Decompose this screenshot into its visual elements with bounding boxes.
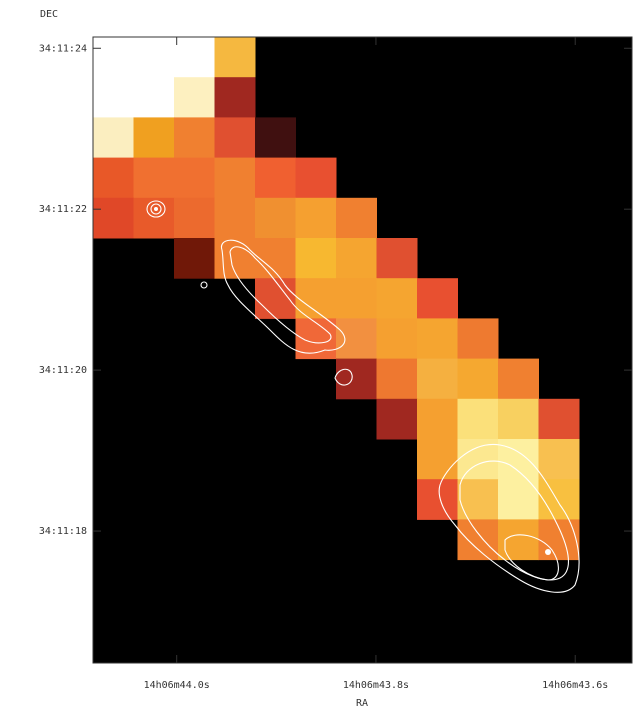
pixel — [498, 358, 539, 400]
pixel — [214, 37, 256, 78]
pixel — [376, 278, 418, 319]
pixel — [457, 358, 499, 400]
pixel — [214, 77, 256, 118]
pixel — [133, 37, 175, 78]
pixel — [417, 398, 458, 440]
pixel — [174, 197, 215, 239]
pixel — [174, 238, 215, 279]
pixel — [538, 439, 580, 480]
pixel — [457, 479, 499, 520]
pixel — [93, 77, 134, 118]
pixel — [174, 37, 215, 78]
y-tick-label: 34:11:18 — [39, 526, 87, 537]
pixel — [93, 117, 134, 159]
pixel — [336, 238, 377, 279]
contour — [146, 200, 166, 218]
pixel — [538, 398, 580, 440]
contour — [221, 239, 346, 354]
contour — [334, 368, 353, 386]
pixel — [498, 479, 539, 520]
contour — [504, 534, 559, 581]
contour — [150, 203, 162, 215]
y-axis-label: DEC — [40, 9, 58, 20]
pixel — [255, 278, 296, 319]
pixel — [133, 77, 175, 118]
pixel — [336, 358, 377, 400]
pixel — [214, 157, 256, 199]
plot-frame — [92, 36, 633, 664]
x-tick-label: 14h06m43.6s — [542, 680, 608, 691]
pixel — [376, 358, 418, 400]
pixel — [498, 398, 539, 440]
pixel — [295, 157, 337, 199]
pixel — [133, 117, 175, 159]
pixel — [336, 318, 377, 360]
pixel — [417, 278, 458, 319]
pixel — [255, 157, 296, 199]
pixel — [376, 238, 418, 279]
contour — [154, 207, 158, 211]
pixel — [457, 398, 499, 440]
pixel — [417, 358, 458, 400]
contour — [545, 549, 551, 555]
pixel — [457, 519, 499, 561]
pixel — [498, 519, 539, 561]
pixel — [538, 479, 580, 520]
x-axis-label: RA — [356, 698, 368, 709]
pixel — [336, 197, 377, 239]
pixel — [336, 278, 377, 319]
pixel — [174, 117, 215, 159]
pixel — [93, 37, 134, 78]
pixel — [457, 318, 499, 360]
pixel — [255, 197, 296, 239]
pixel — [174, 157, 215, 199]
pixel — [93, 197, 134, 239]
pixel — [376, 398, 418, 440]
x-tick-label: 14h06m44.0s — [144, 680, 210, 691]
pixel — [417, 439, 458, 480]
contours — [146, 200, 580, 593]
pixel-map — [93, 37, 580, 561]
pixel — [417, 318, 458, 360]
contour — [229, 246, 332, 344]
y-tick-label: 34:11:22 — [39, 204, 87, 215]
pixel — [255, 117, 296, 159]
pixel — [295, 238, 337, 279]
pixel — [133, 157, 175, 199]
pixel — [417, 479, 458, 520]
pixel — [498, 439, 539, 480]
pixel — [295, 197, 337, 239]
pixel — [376, 318, 418, 360]
contour — [200, 281, 208, 289]
contour — [459, 460, 569, 581]
contour — [438, 443, 580, 593]
pixel — [174, 77, 215, 118]
pixel — [457, 439, 499, 480]
pixel — [214, 117, 256, 159]
pixel — [93, 157, 134, 199]
pixel — [538, 519, 580, 561]
pixel — [214, 197, 256, 239]
y-tick-label: 34:11:20 — [39, 365, 87, 376]
y-tick-label: 34:11:24 — [39, 43, 87, 54]
x-tick-label: 14h06m43.8s — [343, 680, 409, 691]
